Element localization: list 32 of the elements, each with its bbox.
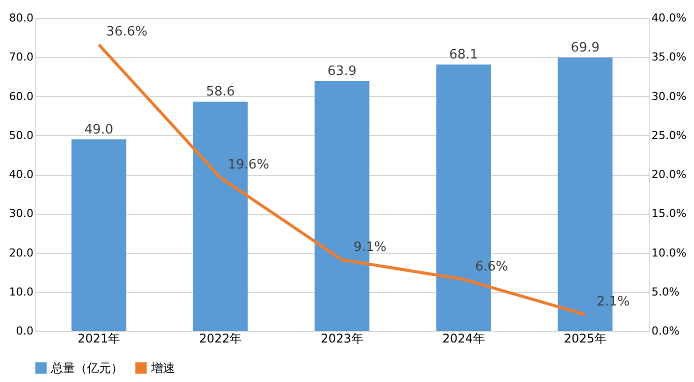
- y2-tick-label: 30.0%: [652, 90, 686, 103]
- y2-tick-label: 40.0%: [652, 12, 686, 24]
- y2-tick-label: 15.0%: [652, 207, 686, 220]
- y-tick-label: 20.0: [9, 246, 34, 260]
- data-label: 49.0: [84, 122, 114, 138]
- y-tick-label: 60.0: [9, 90, 34, 103]
- x-tick-label: 2024年: [442, 332, 485, 346]
- data-label: 68.1: [449, 48, 478, 63]
- x-tick-label: 2025年: [564, 332, 606, 346]
- y-tick-label: 70.0: [9, 50, 34, 64]
- y-tick-label: 0.0: [16, 324, 34, 338]
- x-tick-label: 2023年: [320, 332, 364, 346]
- y2-tick-label: 5.0%: [652, 285, 680, 298]
- y-tick-label: 80.0: [9, 12, 34, 24]
- y2-tick-label: 0.0%: [652, 324, 680, 338]
- data-label: 36.6%: [106, 24, 148, 40]
- legend-label: 总量（亿元）: [50, 361, 123, 375]
- legend-label: 增速: [150, 361, 175, 375]
- y-tick-label: 30.0: [9, 207, 34, 220]
- data-label: 69.9: [570, 40, 600, 56]
- y-tick-label: 50.0: [9, 128, 34, 142]
- y-tick-label: 10.0: [9, 285, 34, 298]
- bar: [71, 139, 126, 331]
- data-label: 63.9: [328, 64, 356, 79]
- y-tick-label: 40.0: [9, 168, 34, 181]
- data-label: 58.6: [206, 84, 235, 100]
- x-tick-label: 2022年: [199, 332, 242, 346]
- x-tick-label: 2021年: [78, 332, 120, 346]
- y2-tick-label: 25.0%: [652, 128, 686, 142]
- y2-tick-label: 35.0%: [652, 50, 686, 64]
- y2-tick-label: 10.0%: [652, 246, 686, 260]
- y2-tick-label: 20.0%: [652, 168, 686, 181]
